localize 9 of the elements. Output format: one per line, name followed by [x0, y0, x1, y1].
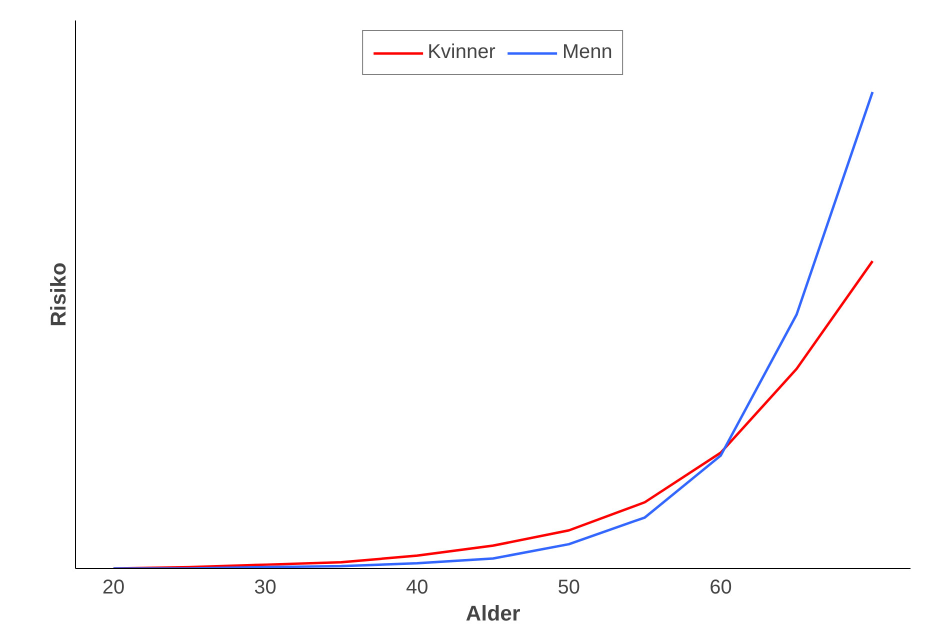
x-tick-label: 40 [406, 576, 428, 598]
x-tick-label: 30 [254, 576, 276, 598]
legend-label: Menn [562, 41, 612, 64]
legend-label: Kvinner [428, 41, 496, 64]
x-tick-label: 20 [102, 576, 125, 598]
x-tick-label: 50 [558, 576, 580, 598]
y-axis-title: Risiko [46, 262, 70, 327]
x-axis-title: Alder [466, 602, 520, 626]
x-tick-label: 60 [710, 576, 732, 598]
